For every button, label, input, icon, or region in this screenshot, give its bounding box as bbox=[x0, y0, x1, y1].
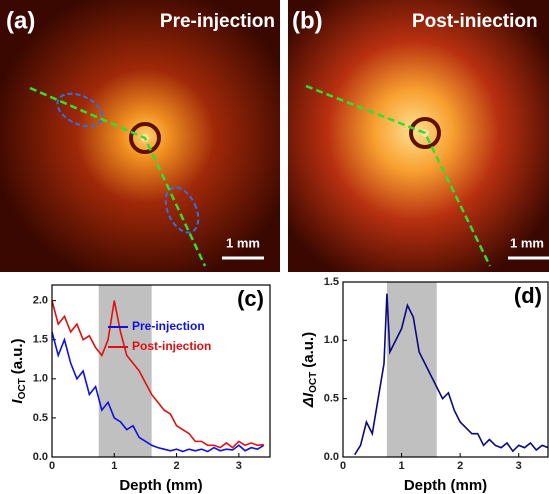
y-label-unit: (a.u.) bbox=[9, 338, 26, 374]
y-label-sub: OCT bbox=[17, 378, 28, 399]
panel-label: (a) bbox=[6, 7, 35, 34]
image-b: 1 mm (b) Post-iniection bbox=[288, 0, 549, 272]
y-tick-label: 0.5 bbox=[324, 393, 339, 405]
shade-band bbox=[98, 285, 152, 457]
x-tick-label: 0 bbox=[49, 460, 55, 472]
y-label-symbol: I bbox=[9, 399, 26, 404]
panel-label: (d) bbox=[514, 283, 542, 308]
legend-label: Pre-injection bbox=[132, 319, 205, 333]
panel-label: (c) bbox=[237, 286, 264, 311]
scale-label: 1 mm bbox=[510, 235, 544, 250]
y-tick-label: 2.0 bbox=[33, 295, 48, 307]
panel-label: (b) bbox=[292, 7, 323, 34]
y-tick-label: 1.0 bbox=[33, 373, 48, 385]
x-tick-label: 3 bbox=[516, 460, 522, 472]
x-tick-label: 1 bbox=[111, 460, 117, 472]
y-tick-label: 0.0 bbox=[33, 451, 48, 463]
y-axis-label: ΔIOCT (a.u.) bbox=[300, 332, 319, 408]
image-a: 1 mm (a) Pre-injection bbox=[0, 0, 280, 272]
x-axis-label: Depth (mm) bbox=[119, 477, 202, 494]
y-label-unit: (a.u.) bbox=[300, 332, 317, 368]
x-tick-label: 2 bbox=[457, 460, 463, 472]
x-axis-label: Depth (mm) bbox=[404, 477, 487, 494]
y-tick-label: 1.0 bbox=[324, 334, 339, 346]
data-line bbox=[354, 293, 549, 456]
data-line bbox=[51, 300, 264, 449]
y-label-symbol: ΔI bbox=[300, 392, 317, 408]
x-tick-label: 2 bbox=[174, 460, 180, 472]
legend-label: Post-injection bbox=[132, 339, 211, 353]
x-tick-label: 1 bbox=[399, 460, 405, 472]
y-label-sub: OCT bbox=[308, 372, 319, 393]
y-axis-label: IOCT (a.u.) bbox=[9, 338, 28, 403]
x-tick-label: 0 bbox=[340, 460, 346, 472]
y-tick-label: 0.5 bbox=[33, 412, 48, 424]
plot-frame bbox=[342, 281, 549, 458]
y-tick-label: 1.5 bbox=[324, 276, 339, 288]
shade-band bbox=[386, 282, 437, 457]
scale-label: 1 mm bbox=[226, 235, 260, 250]
data-line bbox=[51, 331, 265, 453]
plot-frame bbox=[51, 284, 271, 458]
panel-title: Post-iniection bbox=[412, 11, 538, 32]
y-tick-label: 1.5 bbox=[33, 334, 48, 346]
y-tick-label: 0.0 bbox=[324, 451, 339, 463]
panel-title: Pre-injection bbox=[160, 11, 275, 32]
x-tick-label: 3 bbox=[236, 460, 242, 472]
